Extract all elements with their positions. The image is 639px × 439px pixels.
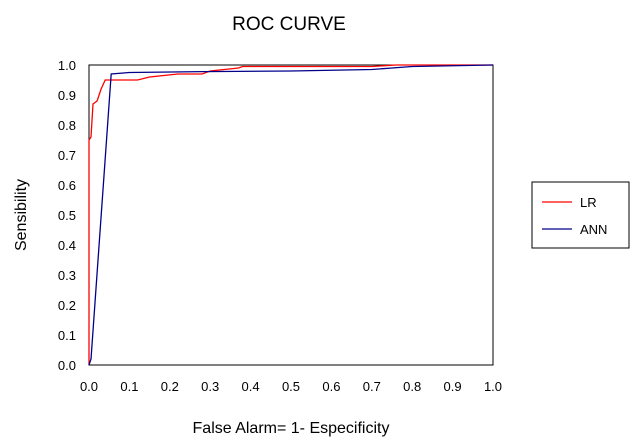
x-tick-label: 0.1 [120, 379, 138, 394]
x-tick-label: 0.6 [322, 379, 340, 394]
x-tick-label: 0.3 [201, 379, 219, 394]
series-line-lr [88, 64, 493, 365]
legend-label-ann: ANN [580, 222, 607, 237]
x-tick-label: 0.4 [242, 379, 260, 394]
series-line-ann [88, 64, 494, 366]
x-tick-label: 0.7 [363, 379, 381, 394]
y-tick-label: 0.8 [58, 118, 76, 133]
x-tick-label: 0.8 [403, 379, 421, 394]
x-tick-label: 0.9 [444, 379, 462, 394]
y-tick-label: 0.1 [58, 328, 76, 343]
y-tick-label: 0.7 [58, 148, 76, 163]
y-tick-label: 0.2 [58, 298, 76, 313]
y-tick-label: 0.5 [58, 208, 76, 223]
series-layer [88, 64, 494, 366]
y-tick-label: 0.4 [58, 238, 76, 253]
legend: LR ANN [531, 181, 630, 249]
plot-area [88, 64, 494, 366]
y-tick-label: 0.9 [58, 88, 76, 103]
axis-ticks: 0.0 0.1 0.2 0.3 0.4 0.5 0.6 0.7 0.8 0.9 1.0 0.0 0.1 0… [58, 58, 502, 394]
y-tick-label: 1.0 [58, 58, 76, 73]
x-tick-label: 0.0 [80, 379, 98, 394]
legend-label-lr: LR [580, 195, 597, 210]
x-tick-label: 0.5 [282, 379, 300, 394]
chart-title: ROC CURVE [232, 14, 346, 35]
y-tick-label: 0.0 [58, 358, 76, 373]
y-tick-label: 0.3 [58, 268, 76, 283]
legend-box [531, 181, 630, 249]
x-tick-label: 1.0 [484, 379, 502, 394]
y-axis-label: Sensibility [13, 179, 30, 251]
x-tick-label: 0.2 [161, 379, 179, 394]
x-axis-label: False Alarm= 1- Especificity [193, 420, 390, 437]
y-tick-label: 0.6 [58, 178, 76, 193]
